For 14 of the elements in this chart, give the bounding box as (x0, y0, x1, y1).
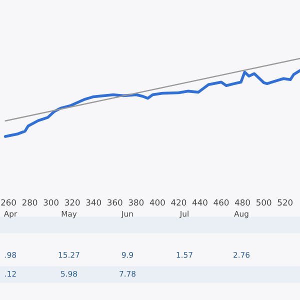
x-tick-label: 520 (278, 199, 293, 206)
x-tick-label: 400 (150, 199, 165, 206)
x-tick-label: 280 (22, 199, 38, 206)
x-tick-label: 320 (65, 199, 80, 206)
x-tick-label: 340 (86, 199, 102, 206)
x-tick-label: 300 (44, 199, 58, 206)
x-tick-label: 420 (171, 199, 186, 206)
x-tick-label: 460 (214, 199, 229, 206)
x-tick-label: 360 (108, 199, 122, 206)
x-tick-label: 380 (128, 199, 144, 206)
x-tick-label: 260 (1, 199, 16, 206)
x-tick-label: 440 (192, 199, 208, 206)
x-tick-label: 480 (235, 199, 250, 206)
x-tick-label: 500 (256, 199, 272, 206)
